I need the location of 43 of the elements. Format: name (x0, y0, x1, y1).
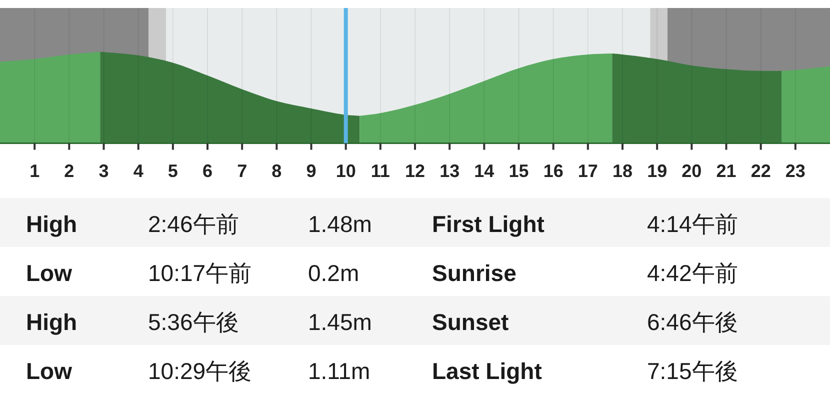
x-tick-label: 22 (750, 161, 771, 181)
text: Low (26, 358, 72, 384)
x-tick-label: 3 (98, 161, 109, 181)
x-tick-label: 17 (578, 161, 598, 181)
text: 5:36午後 (148, 309, 239, 335)
x-tick-label: 21 (716, 161, 736, 181)
x-tick-label: 14 (474, 161, 494, 181)
x-tick-label: 15 (508, 161, 529, 181)
x-tick-label: 8 (272, 161, 282, 181)
x-tick-label: 9 (306, 161, 316, 181)
text: 10:17午前 (148, 260, 252, 286)
text: 1.11m (308, 358, 370, 384)
x-tick-label: 4 (133, 161, 144, 181)
x-tick-label: 18 (612, 161, 633, 181)
text: Sunrise (432, 260, 516, 286)
x-tick-label: 2 (64, 161, 74, 181)
text: Low (26, 260, 72, 286)
x-tick-label: 23 (785, 161, 806, 181)
text: 1.45m (308, 309, 372, 335)
x-tick-label: 11 (370, 161, 390, 181)
text: 6:46午後 (647, 309, 738, 335)
x-tick-label: 20 (682, 161, 702, 181)
x-tick-label: 1 (30, 161, 40, 181)
x-tick-label: 7 (237, 161, 248, 181)
text: First Light (432, 211, 545, 237)
text: 4:42午前 (647, 260, 738, 286)
x-tick-label: 16 (543, 161, 564, 181)
text: Sunset (432, 309, 510, 335)
text: 1.48m (308, 211, 372, 237)
text: Last Light (432, 358, 542, 384)
x-tick-label: 19 (647, 161, 668, 181)
text: 0.2m (308, 260, 360, 286)
x-tick-label: 12 (404, 161, 426, 181)
text: 4:14午前 (647, 211, 738, 237)
text: 2:46午前 (148, 211, 239, 237)
text: 7:15午後 (647, 358, 738, 384)
x-tick-label: 5 (168, 161, 178, 181)
text: High (26, 211, 78, 237)
text: High (26, 309, 78, 335)
x-tick-label: 10 (336, 161, 356, 181)
x-tick-label: 6 (202, 161, 213, 181)
x-tick-label: 13 (440, 161, 460, 181)
text: 10:29午後 (148, 358, 252, 384)
